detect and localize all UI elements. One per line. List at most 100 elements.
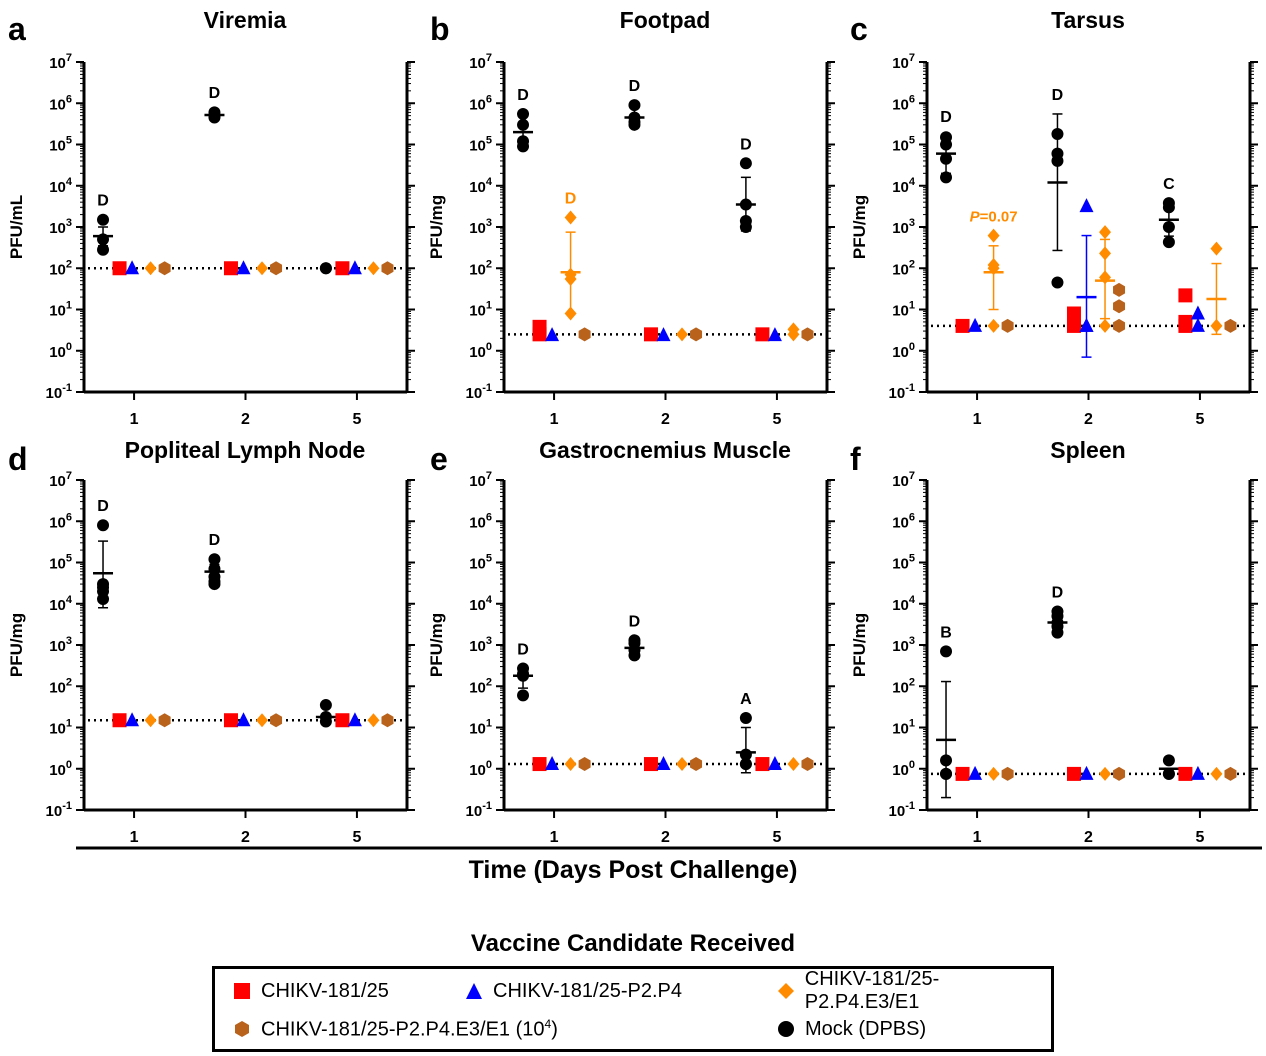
y-tick-label: 101 — [469, 300, 492, 320]
data-point — [1113, 318, 1126, 333]
data-point — [1162, 221, 1175, 233]
y-tick-label: 10-1 — [46, 382, 72, 402]
data-point — [1224, 318, 1237, 333]
y-axis-label: PFU/mg — [427, 613, 446, 677]
x-tick-label: 1 — [973, 411, 982, 428]
y-tick-label: 100 — [892, 759, 915, 779]
y-tick-label: 101 — [892, 300, 915, 320]
data-point — [208, 553, 221, 566]
data-point — [158, 713, 171, 728]
data-point — [319, 715, 332, 728]
panel-title: Viremia — [204, 7, 287, 33]
y-tick-label: 104 — [892, 176, 916, 196]
data-point — [643, 757, 658, 772]
significance-label: D — [629, 613, 641, 630]
data-point — [1051, 276, 1064, 289]
data-point — [256, 713, 269, 728]
panel-e: e Gastrocnemius Muscle 10-1 100 101 102 103 104… — [427, 437, 835, 846]
panel-b: b Footpad 10-1 100 101 102 103 104 105 106 107 PFU/… — [427, 7, 835, 428]
y-tick-label: 102 — [49, 676, 72, 696]
data-point — [755, 757, 770, 772]
y-tick-label: 100 — [49, 341, 72, 361]
x-tick-label: 1 — [130, 411, 139, 428]
data-point — [1113, 299, 1126, 314]
triangle-marker-icon — [466, 983, 482, 999]
panel-letter: f — [850, 441, 861, 477]
data-point — [1066, 306, 1081, 321]
y-tick-label: 105 — [469, 135, 492, 155]
data-point — [335, 261, 350, 276]
significance-label: D — [940, 109, 952, 126]
significance-label: C — [1163, 176, 1175, 193]
data-point — [1162, 201, 1175, 214]
data-point — [223, 261, 238, 276]
diamond-marker-icon — [778, 983, 794, 999]
y-tick-label: 103 — [469, 217, 492, 237]
y-tick-label: 10-1 — [889, 800, 915, 820]
y-tick-label: 101 — [469, 718, 492, 738]
data-point — [545, 327, 560, 342]
data-point — [578, 327, 591, 342]
significance-label: D — [1052, 87, 1064, 104]
data-point — [381, 261, 394, 276]
panel-letter: e — [430, 441, 448, 477]
data-point — [628, 649, 641, 662]
panel-title: Spleen — [1050, 437, 1125, 463]
data-point — [158, 261, 171, 276]
y-tick-label: 10-1 — [466, 800, 492, 820]
data-point — [1178, 318, 1193, 333]
y-tick-label: 106 — [892, 511, 915, 531]
y-tick-label: 103 — [892, 217, 915, 237]
data-point — [676, 757, 689, 772]
data-point — [381, 713, 394, 728]
data-point — [97, 233, 110, 246]
y-tick-label: 106 — [892, 93, 915, 113]
data-point — [755, 327, 770, 342]
data-point — [1079, 765, 1094, 780]
y-tick-label: 102 — [892, 258, 915, 278]
data-point — [801, 757, 814, 772]
data-point — [968, 765, 983, 780]
data-point — [968, 317, 983, 332]
y-tick-label: 107 — [892, 52, 915, 72]
legend-label-g1: CHIKV-181/25 — [261, 979, 389, 1002]
y-tick-label: 104 — [469, 594, 493, 614]
significance-label: A — [740, 691, 752, 708]
y-tick-label: 102 — [469, 258, 492, 278]
y-tick-label: 106 — [469, 93, 492, 113]
y-tick-label: 100 — [469, 759, 492, 779]
x-tick-label: 5 — [772, 829, 781, 846]
data-point — [940, 767, 953, 780]
data-point — [656, 327, 671, 342]
y-tick-label: 107 — [892, 470, 915, 490]
data-point — [1190, 305, 1205, 320]
significance-label: D — [97, 193, 109, 210]
x-tick-label: 5 — [1195, 829, 1204, 846]
data-point — [1162, 236, 1175, 249]
legend-item-g1: CHIKV-181/25 — [233, 977, 389, 1005]
data-point — [112, 261, 127, 276]
x-tick-label: 2 — [241, 411, 250, 428]
data-point — [987, 228, 1000, 243]
y-tick-label: 10-1 — [889, 382, 915, 402]
data-point — [1210, 241, 1223, 256]
y-axis-label: PFU/mL — [7, 195, 26, 259]
x-tick-label: 2 — [241, 829, 250, 846]
data-point — [955, 766, 970, 781]
data-point — [97, 519, 110, 532]
data-point — [1190, 317, 1205, 332]
y-tick-label: 105 — [892, 135, 915, 155]
legend-label-g4: CHIKV-181/25-P2.P4.E3/E1 (104) — [261, 1016, 558, 1041]
legend-item-g5: Mock (DPBS) — [777, 1015, 926, 1043]
data-point — [787, 327, 800, 342]
y-tick-label: 107 — [469, 52, 492, 72]
y-tick-label: 100 — [469, 341, 492, 361]
data-point — [112, 713, 127, 728]
data-point — [987, 261, 1000, 276]
data-point — [656, 756, 671, 771]
significance-label: D — [517, 87, 529, 104]
data-point — [1113, 766, 1126, 781]
panel-title: Footpad — [620, 7, 711, 33]
data-point — [1066, 318, 1081, 333]
panel-title: Popliteal Lymph Node — [125, 437, 366, 463]
